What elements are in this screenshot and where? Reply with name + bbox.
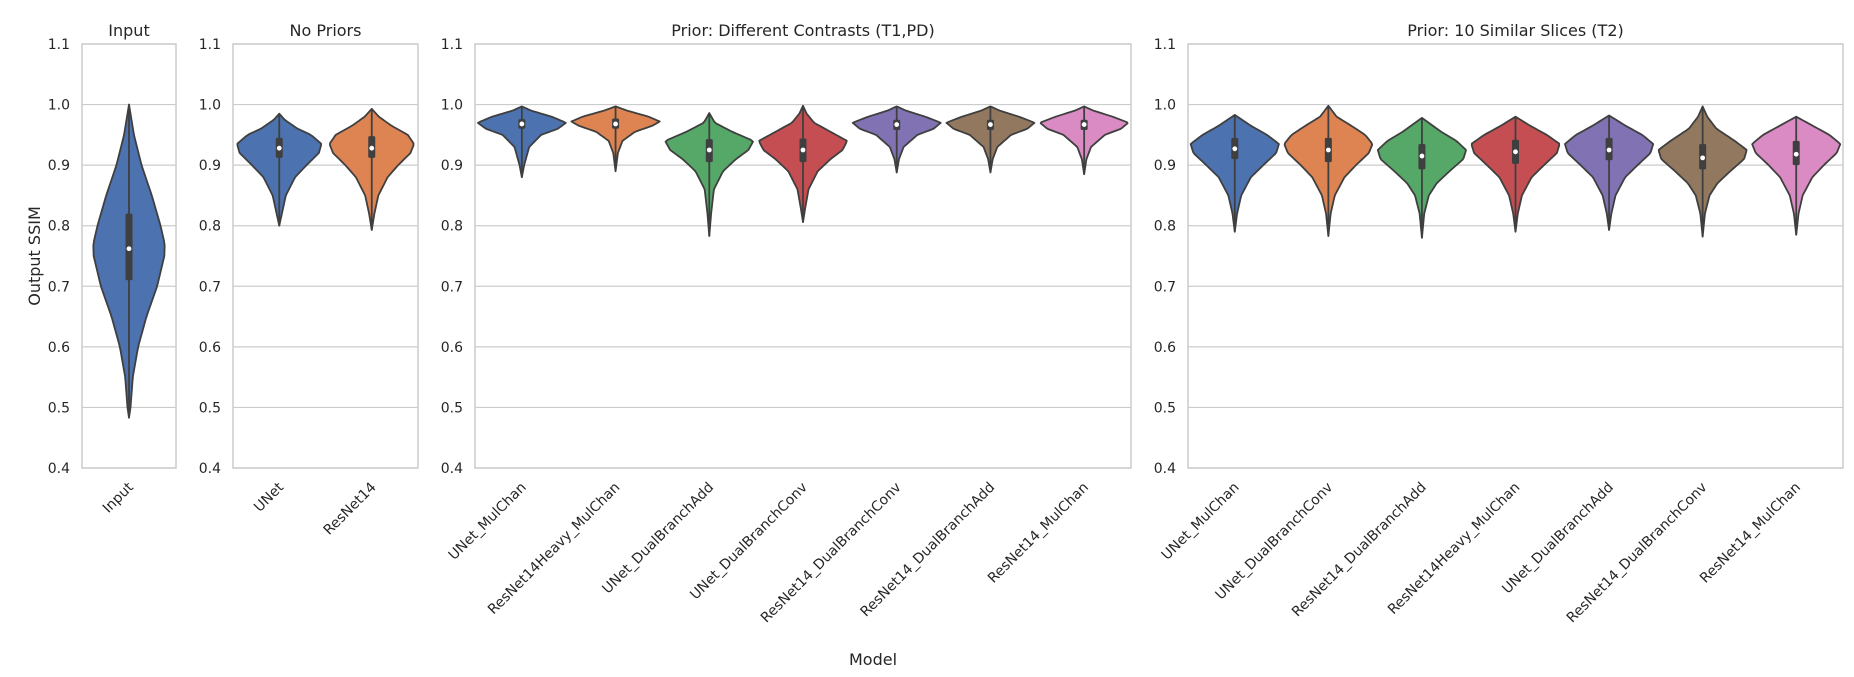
y-tick-label: 0.8 bbox=[199, 219, 221, 235]
panel-title: Input bbox=[108, 21, 149, 40]
median-marker bbox=[1793, 151, 1799, 157]
y-tick-label: 1.0 bbox=[1154, 98, 1176, 114]
median-marker bbox=[1232, 146, 1238, 152]
panel-title: Prior: 10 Similar Slices (T2) bbox=[1407, 21, 1624, 40]
median-marker bbox=[1700, 155, 1706, 161]
y-tick-label: 0.5 bbox=[199, 400, 221, 416]
panel-frame bbox=[474, 43, 1132, 469]
x-axis-title: Model bbox=[849, 650, 897, 669]
median-marker bbox=[613, 121, 618, 127]
y-tick-label: 0.7 bbox=[1154, 279, 1176, 295]
y-tick-label: 0.9 bbox=[48, 158, 70, 174]
y-tick-label: 1.0 bbox=[48, 98, 70, 114]
median-marker bbox=[1513, 149, 1518, 155]
panel-title: Prior: Different Contrasts (T1,PD) bbox=[671, 21, 934, 40]
y-tick-label: 1.1 bbox=[1154, 37, 1176, 53]
y-tick-label: 0.7 bbox=[199, 279, 221, 295]
panel-frame bbox=[81, 43, 177, 469]
y-tick-label: 0.8 bbox=[1154, 219, 1176, 235]
y-tick-label: 0.7 bbox=[48, 279, 70, 295]
panel-frame bbox=[1187, 43, 1844, 469]
median-marker bbox=[800, 147, 806, 153]
y-tick-label: 1.1 bbox=[441, 37, 463, 53]
median-marker bbox=[519, 121, 525, 127]
median-marker bbox=[276, 145, 282, 151]
y-tick-label: 0.7 bbox=[441, 279, 463, 295]
y-tick-label: 0.4 bbox=[199, 461, 221, 477]
y-tick-label: 1.1 bbox=[199, 37, 221, 53]
y-tick-label: 0.6 bbox=[441, 340, 463, 356]
median-marker bbox=[1325, 147, 1331, 153]
median-marker bbox=[1419, 153, 1425, 159]
y-tick-label: 0.5 bbox=[1154, 400, 1176, 416]
y-tick-label: 0.6 bbox=[1154, 340, 1176, 356]
y-tick-label: 0.4 bbox=[48, 461, 70, 477]
panel-frame bbox=[232, 43, 419, 469]
median-marker bbox=[706, 147, 712, 153]
y-tick-label: 1.0 bbox=[199, 98, 221, 114]
panel-title: No Priors bbox=[290, 21, 362, 40]
median-marker bbox=[1081, 122, 1087, 127]
y-tick-label: 1.1 bbox=[48, 37, 70, 53]
y-tick-label: 0.5 bbox=[441, 400, 463, 416]
y-tick-label: 0.4 bbox=[441, 461, 463, 477]
median-marker bbox=[369, 145, 375, 151]
y-axis-title: Output SSIM bbox=[25, 206, 44, 306]
y-tick-label: 0.5 bbox=[48, 400, 70, 416]
y-tick-label: 0.9 bbox=[199, 158, 221, 174]
y-tick-label: 0.9 bbox=[1154, 158, 1176, 174]
median-marker bbox=[126, 246, 132, 252]
median-marker bbox=[988, 122, 993, 127]
y-tick-label: 0.6 bbox=[48, 340, 70, 356]
median-marker bbox=[1606, 147, 1612, 153]
y-tick-label: 0.4 bbox=[1154, 461, 1176, 477]
y-tick-label: 0.9 bbox=[441, 158, 463, 174]
y-tick-label: 1.0 bbox=[441, 98, 463, 114]
y-tick-label: 0.8 bbox=[441, 219, 463, 235]
median-marker bbox=[894, 122, 900, 127]
y-tick-label: 0.8 bbox=[48, 219, 70, 235]
y-tick-label: 0.6 bbox=[199, 340, 221, 356]
